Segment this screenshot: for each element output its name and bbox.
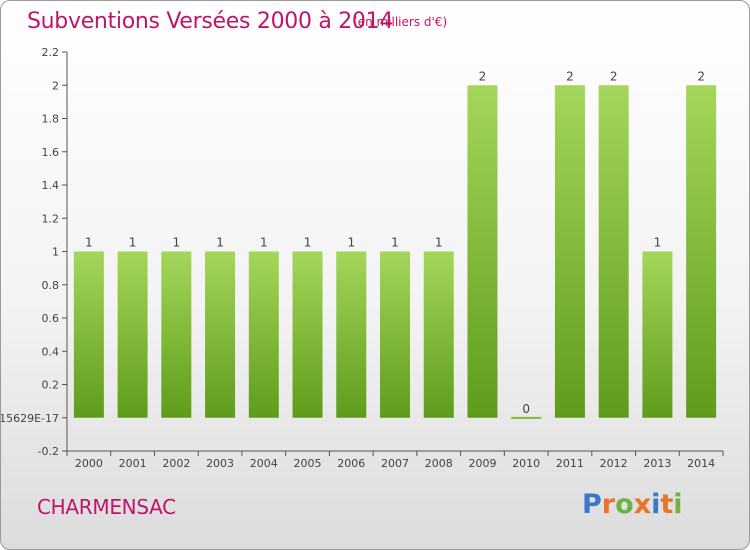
bar (292, 251, 323, 418)
bar (598, 85, 629, 418)
bar (73, 251, 104, 418)
data-label: 1 (435, 236, 443, 250)
x-tick-label: 2009 (468, 457, 496, 470)
x-tick-label: 2001 (119, 457, 147, 470)
data-label: 0 (522, 402, 530, 416)
bar (117, 251, 148, 418)
logo-letter: i (651, 489, 661, 520)
data-label: 1 (173, 236, 181, 250)
y-tick-label: 1 (52, 246, 59, 259)
y-tick-label: -15629E-17 (1, 412, 59, 425)
x-tick-label: 2011 (556, 457, 584, 470)
bar (642, 251, 673, 418)
x-tick-label: 2007 (381, 457, 409, 470)
bar (467, 85, 498, 418)
data-label: 1 (304, 236, 312, 250)
y-tick-label: 2.2 (42, 46, 60, 59)
data-label: 1 (260, 236, 268, 250)
logo-letter: i (673, 489, 683, 520)
data-label: 1 (216, 236, 224, 250)
logo-letter: r (601, 489, 616, 520)
y-tick-label: 1.2 (42, 212, 60, 225)
x-tick-label: 2010 (512, 457, 540, 470)
bar (423, 251, 454, 418)
x-tick-label: 2004 (250, 457, 278, 470)
data-label: 2 (566, 69, 574, 83)
logo-letter: t (660, 489, 674, 520)
x-tick-label: 2005 (294, 457, 322, 470)
bar (336, 251, 367, 418)
y-tick-label: 1.8 (42, 113, 60, 126)
y-tick-label: 0.8 (42, 279, 60, 292)
chart-subtitle: (en milliers d'€) (353, 15, 448, 29)
bar (511, 416, 542, 419)
data-label: 1 (654, 236, 662, 250)
data-label: 2 (610, 69, 618, 83)
x-tick-label: 2006 (337, 457, 365, 470)
x-tick-label: 2000 (75, 457, 103, 470)
x-tick-label: 2013 (643, 457, 671, 470)
logo-letter: P (582, 489, 602, 520)
proxiti-logo[interactable]: Proxiti (582, 489, 683, 520)
data-label: 2 (697, 69, 705, 83)
y-tick-label: 1.6 (42, 146, 60, 159)
data-label: 1 (347, 236, 355, 250)
y-tick-label: -0.2 (38, 445, 59, 458)
data-label: 1 (129, 236, 137, 250)
logo-letter: x (633, 489, 652, 520)
y-tick-label: 2 (52, 79, 59, 92)
bar (554, 85, 585, 418)
x-tick-label: 2014 (687, 457, 715, 470)
x-tick-label: 2002 (162, 457, 190, 470)
y-tick-label: 1.4 (42, 179, 60, 192)
data-label: 1 (391, 236, 399, 250)
y-tick-label: 0.4 (42, 345, 60, 358)
x-tick-label: 2008 (425, 457, 453, 470)
bar (248, 251, 279, 418)
bar (380, 251, 410, 418)
logo-letter: o (615, 489, 634, 520)
data-label: 2 (479, 69, 487, 83)
chart-title: Subventions Versées 2000 à 2014 (27, 9, 394, 34)
x-tick-label: 2003 (206, 457, 234, 470)
bar (686, 85, 717, 418)
x-tick-label: 2012 (600, 457, 628, 470)
y-tick-label: 0.6 (42, 312, 60, 325)
bar (161, 251, 192, 418)
location-name: CHARMENSAC (37, 495, 176, 519)
data-label: 1 (85, 236, 93, 250)
y-tick-label: 0.2 (42, 379, 60, 392)
bar (205, 251, 236, 418)
